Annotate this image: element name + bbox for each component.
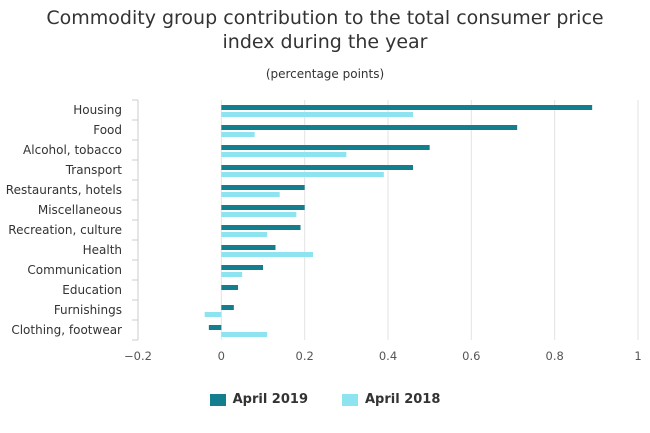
bar-april-2019-food (221, 125, 518, 130)
chart-title-line-2: index during the year (222, 31, 428, 53)
x-tick-label-2: 0.2 (296, 349, 314, 363)
category-label-restaurants-hotels: Restaurants, hotels (6, 183, 122, 197)
chart-subtitle: (percentage points) (265, 67, 385, 81)
chart-title-line-1: Commodity group contribution to the tota… (46, 7, 604, 29)
bar-april-2019-housing (221, 105, 593, 110)
category-label-health: Health (83, 243, 122, 257)
x-tick-label-1: 0 (218, 349, 225, 363)
bar-april-2018-furnishings (204, 312, 222, 317)
category-label-food: Food (93, 123, 122, 137)
bar-april-2018-recreation-culture (221, 232, 268, 237)
chart-title: Commodity group contribution to the tota… (0, 6, 650, 54)
bar-april-2018-miscellaneous (221, 212, 297, 217)
legend-swatch-april-2018 (342, 393, 358, 406)
legend-swatch-april-2019 (209, 393, 226, 406)
category-label-housing: Housing (73, 103, 122, 117)
bar-april-2018-alcohol-tobacco (221, 152, 347, 157)
bar-april-2019-miscellaneous (221, 205, 305, 210)
category-label-alcohol-tobacco: Alcohol, tobacco (23, 143, 122, 157)
x-tick-label-0: −0.2 (124, 349, 152, 363)
bar-april-2018-restaurants-hotels (221, 192, 280, 197)
legend-label-april-2019: April 2019 (232, 392, 308, 407)
bar-april-2019-health (221, 245, 276, 250)
legend-item-april-2019[interactable]: April 2019 (209, 392, 308, 407)
bar-april-2019-education (221, 285, 238, 290)
category-label-furnishings: Furnishings (54, 303, 122, 317)
bar-april-2019-recreation-culture (221, 225, 301, 230)
x-tick-label-3: 0.4 (379, 349, 397, 363)
category-label-clothing-footwear: Clothing, footwear (11, 323, 122, 337)
x-tick-label-4: 0.6 (462, 349, 480, 363)
category-label-recreation-culture: Recreation, culture (8, 223, 122, 237)
bar-april-2019-communication (221, 265, 263, 270)
bar-april-2019-restaurants-hotels (221, 185, 305, 190)
bar-april-2018-housing (221, 112, 413, 117)
category-label-transport: Transport (65, 163, 123, 177)
bar-april-2019-transport (221, 165, 413, 170)
bar-april-2019-furnishings (221, 305, 234, 310)
category-label-education: Education (62, 283, 122, 297)
bar-april-2019-clothing-footwear (208, 325, 222, 330)
bar-april-2019-alcohol-tobacco (221, 145, 430, 150)
bar-april-2018-food (221, 132, 255, 137)
legend-item-april-2018[interactable]: April 2018 (342, 392, 440, 407)
bar-april-2018-communication (221, 272, 243, 277)
category-label-miscellaneous: Miscellaneous (38, 203, 122, 217)
category-label-communication: Communication (27, 263, 122, 277)
bar-april-2018-health (221, 252, 313, 257)
x-tick-label-5: 0.8 (546, 349, 564, 363)
bar-april-2018-clothing-footwear (221, 332, 268, 337)
bar-april-2018-transport (221, 172, 384, 177)
legend: April 2019 April 2018 (0, 392, 650, 407)
x-tick-label-6: 1 (634, 349, 641, 363)
legend-label-april-2018: April 2018 (365, 392, 441, 407)
